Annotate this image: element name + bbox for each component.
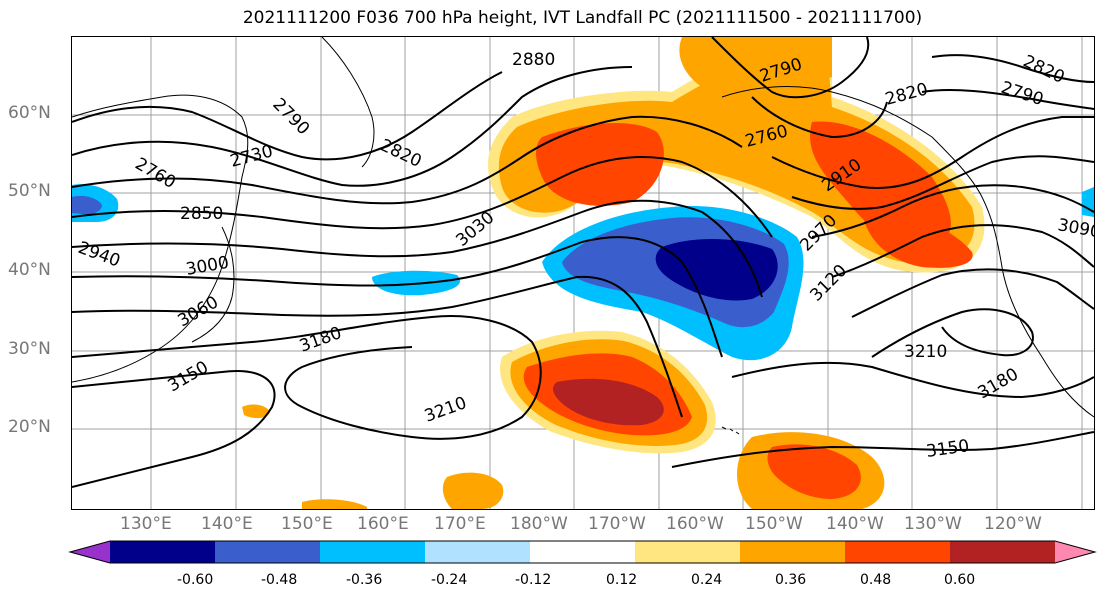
contour-label: 2850 <box>180 204 223 224</box>
contour-label: 2820 <box>883 79 930 110</box>
height-contours <box>72 37 1094 488</box>
colorbar-swatch <box>950 541 1056 563</box>
lon-label-170e: 170°E <box>434 514 486 534</box>
lon-label-170w: 170°W <box>588 514 646 534</box>
contour-label: 3150 <box>165 357 212 396</box>
lat-label-30n: 30°N <box>8 339 51 359</box>
contour-label: 3060 <box>175 292 222 331</box>
colorbar-swatch <box>215 541 321 563</box>
lon-label-160w: 160°W <box>666 514 724 534</box>
colorbar-swatch <box>1055 541 1095 563</box>
colorbar-outline <box>68 540 1097 564</box>
colorbar-swatch <box>635 541 741 563</box>
contour-label: 2730 <box>228 141 275 172</box>
lon-label-130w: 130°W <box>904 514 962 534</box>
contour-label: 2940 <box>75 238 122 272</box>
colorbar-tick-label: -0.12 <box>515 572 552 588</box>
lon-label-130e: 130°E <box>120 514 172 534</box>
colorbar-tick-label: -0.48 <box>261 572 298 588</box>
lon-label-140e: 140°E <box>201 514 253 534</box>
contour-label: 2880 <box>512 50 555 70</box>
contour-label: 2820 <box>1020 51 1068 87</box>
colorbar-swatch <box>70 541 110 563</box>
lon-label-180w: 180°W <box>510 514 568 534</box>
map-plot: 2880 2790 2790 2760 2730 2850 2820 2940 … <box>72 37 1094 509</box>
lat-label-40n: 40°N <box>8 260 51 280</box>
lon-label-120w: 120°W <box>984 514 1042 534</box>
kamchatka-coast <box>321 37 375 168</box>
colorbar-tick-label: -0.36 <box>346 572 383 588</box>
colorbar-swatch <box>425 541 531 563</box>
colorbar-tick-label: 0.48 <box>860 572 892 588</box>
colorbar <box>68 540 1097 564</box>
lat-label-20n: 20°N <box>8 417 51 437</box>
colorbar-tick-label: 0.36 <box>775 572 807 588</box>
lon-label-150w: 150°W <box>745 514 803 534</box>
contour-label: 2790 <box>998 78 1045 110</box>
colorbar-tick-label: 0.60 <box>944 572 976 588</box>
contour-label: 2760 <box>132 154 179 193</box>
map-panel: 2880 2790 2790 2760 2730 2850 2820 2940 … <box>71 36 1095 510</box>
contour-label: 3090 <box>1056 215 1094 242</box>
lat-label-60n: 60°N <box>8 103 51 123</box>
colorbar-tick-label: 0.24 <box>691 572 723 588</box>
lon-label-140w: 140°W <box>826 514 884 534</box>
colorbar-swatch <box>530 541 636 563</box>
hawaii <box>721 426 740 435</box>
coastlines <box>72 37 1094 435</box>
lat-label-50n: 50°N <box>8 181 51 201</box>
contour-label: 3210 <box>422 393 469 427</box>
colorbar-swatch <box>110 541 216 563</box>
colorbar-tick-label: -0.60 <box>177 572 214 588</box>
contour-label: 3120 <box>806 261 851 306</box>
colorbar-swatch <box>740 541 846 563</box>
contour-label: 2790 <box>268 94 313 139</box>
map-title: 2021111200 F036 700 hPa height, IVT Land… <box>242 8 923 28</box>
contour-label: 3150 <box>925 436 971 462</box>
alaska-coast <box>721 86 1003 268</box>
contour-label: 3000 <box>184 253 230 280</box>
colorbar-swatch <box>320 541 426 563</box>
contour-label: 2820 <box>377 135 425 171</box>
colorbar-tick-label: 0.12 <box>606 572 638 588</box>
colorbar-tick-label: -0.24 <box>431 572 468 588</box>
contour-label: 3210 <box>904 342 947 362</box>
lon-label-160e: 160°E <box>357 514 409 534</box>
asia-coast <box>72 94 249 383</box>
colorbar-swatch <box>845 541 951 563</box>
na-west-coast <box>1001 266 1094 418</box>
lon-label-150e: 150°E <box>281 514 333 534</box>
